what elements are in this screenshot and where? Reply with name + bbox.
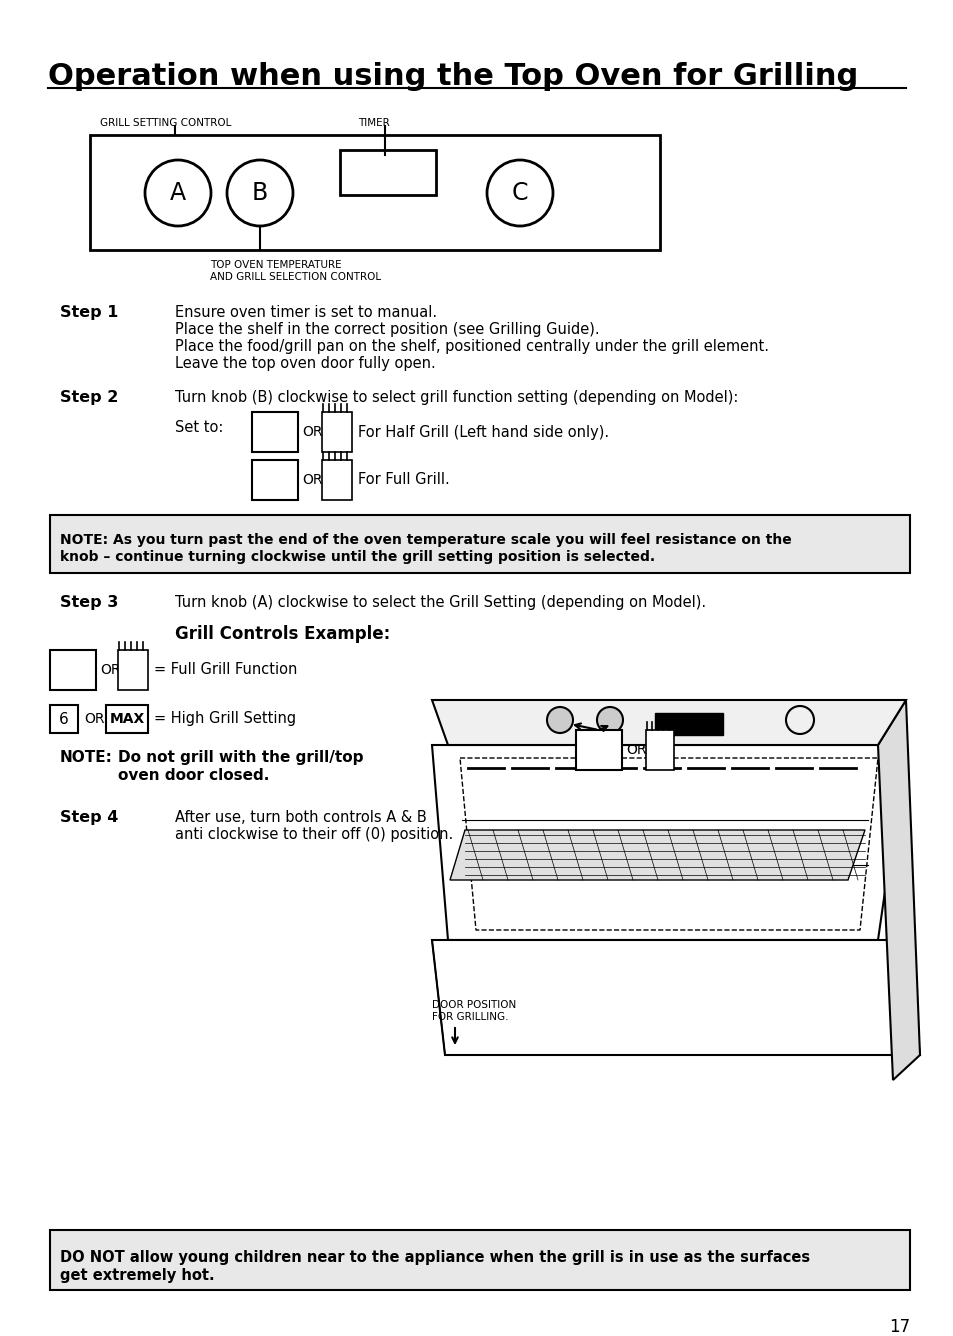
Bar (645, 729, 673, 770)
Bar (50, 705, 78, 733)
Text: For Half Grill (Left hand side only).: For Half Grill (Left hand side only). (357, 425, 608, 440)
Bar (50, 651, 96, 689)
Text: Step 4: Step 4 (60, 810, 118, 826)
Text: OR: OR (100, 663, 120, 677)
Text: Grill: Grill (260, 437, 289, 450)
Text: Do not grill with the grill/top: Do not grill with the grill/top (118, 749, 363, 766)
Text: Grill: Grill (584, 755, 613, 768)
Text: B: B (252, 180, 268, 204)
Text: OR: OR (625, 743, 646, 758)
Bar (252, 411, 297, 452)
Text: Grill: Grill (58, 676, 88, 688)
Bar (322, 411, 352, 452)
Text: OR: OR (512, 712, 532, 725)
Bar (252, 460, 297, 500)
Text: Full: Full (60, 661, 86, 675)
Text: 6: 6 (487, 712, 497, 727)
Bar (655, 713, 722, 735)
Polygon shape (432, 745, 905, 941)
Bar (339, 150, 436, 195)
Text: Full: Full (586, 741, 611, 755)
Bar (576, 729, 621, 770)
Polygon shape (450, 830, 864, 880)
Polygon shape (432, 700, 905, 745)
Text: C: C (511, 180, 528, 204)
Text: = Full Grill Function: = Full Grill Function (153, 663, 297, 677)
Text: Full: Full (262, 472, 287, 485)
Text: FOR GRILLING.: FOR GRILLING. (432, 1011, 508, 1022)
Bar (50, 514, 909, 573)
Text: Place the food/grill pan on the shelf, positioned centrally under the grill elem: Place the food/grill pan on the shelf, p… (174, 339, 768, 354)
Text: get extremely hot.: get extremely hot. (60, 1268, 214, 1283)
Text: TOP OVEN TEMPERATURE: TOP OVEN TEMPERATURE (210, 261, 341, 270)
Text: Grill: Grill (260, 485, 289, 498)
Text: Half: Half (260, 424, 289, 437)
Text: After use, turn both controls A & B: After use, turn both controls A & B (174, 810, 426, 826)
Bar (322, 460, 352, 500)
Text: NOTE: As you turn past the end of the oven temperature scale you will feel resis: NOTE: As you turn past the end of the ov… (60, 533, 791, 546)
Text: Set to:: Set to: (174, 420, 223, 436)
Text: NOTE:: NOTE: (60, 749, 112, 766)
Text: A: A (170, 180, 186, 204)
Bar (50, 1230, 909, 1291)
Bar (106, 705, 148, 733)
Text: Place the shelf in the correct position (see Grilling Guide).: Place the shelf in the correct position … (174, 322, 599, 337)
Text: Step 2: Step 2 (60, 390, 118, 405)
Text: 17: 17 (888, 1319, 909, 1336)
Text: OR: OR (302, 473, 322, 488)
Bar (532, 705, 574, 733)
Text: TIMER: TIMER (357, 118, 390, 128)
Bar (118, 651, 148, 689)
Text: Step 3: Step 3 (60, 595, 118, 611)
Polygon shape (877, 700, 919, 1079)
Bar (477, 705, 505, 733)
Text: knob – continue turning clockwise until the grill setting position is selected.: knob – continue turning clockwise until … (60, 550, 655, 564)
Text: Turn knob (A) clockwise to select the Grill Setting (depending on Model).: Turn knob (A) clockwise to select the Gr… (174, 595, 705, 611)
Text: = High Grill Setting: = High Grill Setting (153, 712, 295, 727)
Text: Operation when using the Top Oven for Grilling: Operation when using the Top Oven for Gr… (48, 61, 858, 91)
Bar (90, 135, 659, 250)
Text: GRILL SETTING CONTROL: GRILL SETTING CONTROL (100, 118, 232, 128)
Text: Step 1: Step 1 (60, 305, 118, 321)
Text: MAX: MAX (535, 712, 570, 725)
Text: Leave the top oven door fully open.: Leave the top oven door fully open. (174, 355, 436, 371)
Polygon shape (432, 941, 919, 1055)
Text: OR: OR (84, 712, 105, 725)
Text: oven door closed.: oven door closed. (118, 768, 269, 783)
Text: Ensure oven timer is set to manual.: Ensure oven timer is set to manual. (174, 305, 436, 321)
Text: DOOR POSITION: DOOR POSITION (432, 1001, 516, 1010)
Circle shape (597, 707, 622, 733)
Text: MAX: MAX (110, 712, 145, 725)
Text: anti clockwise to their off (0) position.: anti clockwise to their off (0) position… (174, 827, 453, 842)
Text: OR: OR (302, 425, 322, 440)
Text: AND GRILL SELECTION CONTROL: AND GRILL SELECTION CONTROL (210, 273, 381, 282)
Text: 6: 6 (59, 712, 69, 727)
Text: Grill Controls Example:: Grill Controls Example: (174, 625, 390, 643)
Text: For Full Grill.: For Full Grill. (357, 473, 449, 488)
Circle shape (546, 707, 573, 733)
Text: DO NOT allow young children near to the appliance when the grill is in use as th: DO NOT allow young children near to the … (60, 1250, 809, 1265)
Text: Turn knob (B) clockwise to select grill function setting (depending on Model):: Turn knob (B) clockwise to select grill … (174, 390, 738, 405)
